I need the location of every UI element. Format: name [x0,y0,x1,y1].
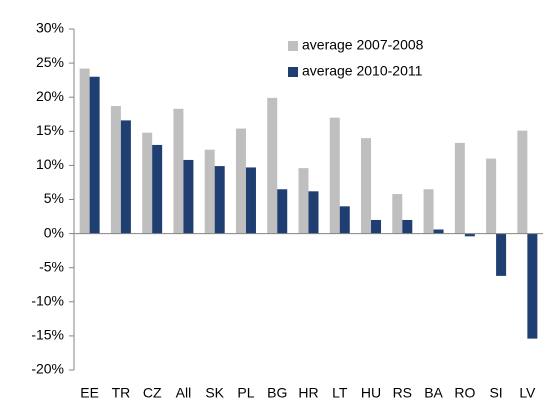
bar [423,189,434,234]
bar [183,159,194,234]
bar [402,219,413,234]
y-tick-label: -10% [31,293,64,309]
x-tick-label: SK [205,385,224,401]
bar [361,138,372,234]
bar [371,219,382,234]
x-tick-label: All [176,385,192,401]
x-tick-label: LV [519,385,536,401]
bar [267,97,278,234]
bar [308,191,319,234]
bar [245,167,256,234]
y-tick-label: 25% [36,54,64,70]
y-tick-label: 30% [36,20,64,36]
bar [110,106,121,234]
x-tick-label: PL [237,385,254,401]
legend-label: average 2007-2008 [302,37,424,53]
x-tick-label: HU [361,385,381,401]
bar [204,149,215,234]
bar [329,117,340,234]
y-tick-label: 10% [36,156,64,172]
bar [464,233,475,237]
y-tick-label: 0% [44,224,64,240]
x-tick-label: EE [80,385,99,401]
x-tick-label: CZ [143,385,162,401]
bar [152,144,163,234]
bar [486,158,497,234]
x-tick-label: SI [489,385,502,401]
legend-swatch [288,67,298,77]
x-tick-label: RO [454,385,475,401]
bar [79,68,90,234]
bar [527,233,538,339]
bar [433,229,444,234]
legend-swatch [288,41,298,51]
x-tick-label: BA [424,385,443,401]
bar [89,76,100,234]
bar [120,120,131,234]
x-tick-label: TR [112,385,131,401]
x-tick-label: BG [267,385,287,401]
bar [142,132,153,234]
x-tick-label: RS [393,385,412,401]
bar [277,189,288,234]
y-tick-label: -20% [31,361,64,377]
bar [339,206,350,234]
bar [454,142,465,234]
bar [235,128,246,234]
y-tick-label: 5% [44,190,64,206]
x-tick-label: LT [332,385,348,401]
bar [496,233,507,276]
y-tick-label: 20% [36,88,64,104]
bar [214,166,225,234]
bar [298,168,309,234]
legend-label: average 2010-2011 [302,63,423,79]
y-tick-label: 15% [36,122,64,138]
y-tick-label: -5% [39,258,64,274]
bar [392,194,403,234]
bar [173,108,184,234]
bar [517,130,528,234]
y-tick-label: -15% [31,327,64,343]
x-tick-label: HR [298,385,318,401]
